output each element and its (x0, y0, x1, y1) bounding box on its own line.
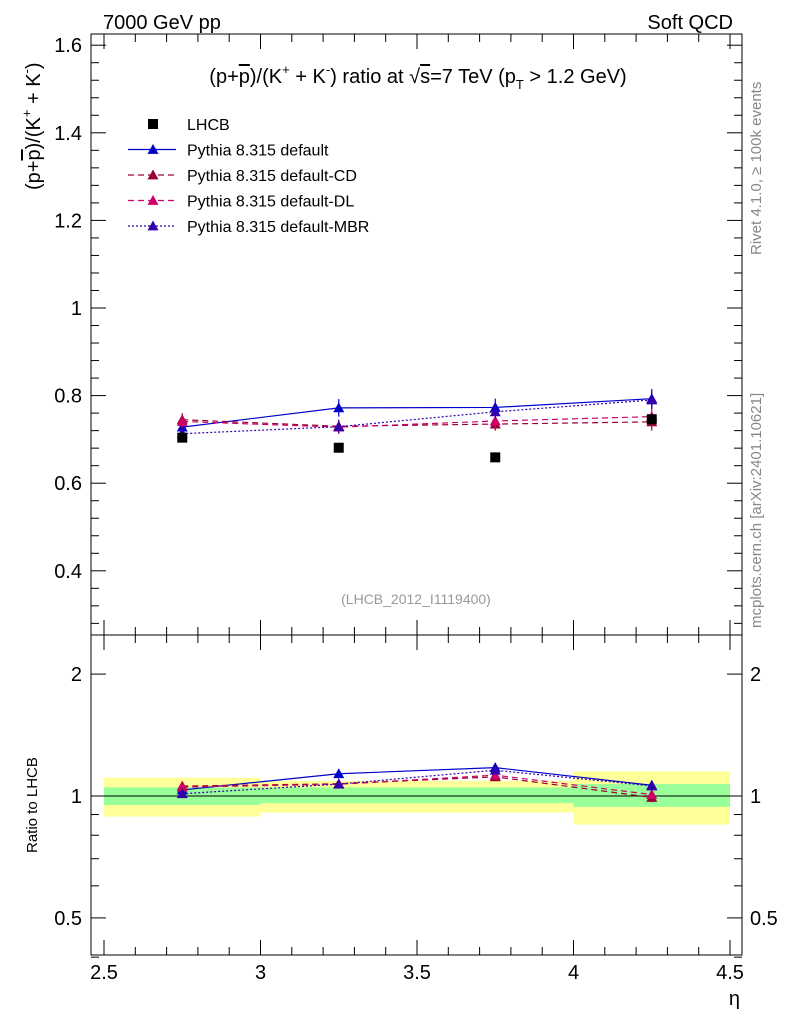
ratio-point-0-1 (333, 768, 345, 779)
y-label-sup1: + (19, 110, 34, 118)
title-prefix: (p+ (209, 66, 238, 88)
mcplots-label: mcplots.cern.ch [arXiv:2401.10621] (748, 393, 765, 628)
main-point-3-2 (489, 406, 501, 417)
ratio-tick-label-left-0: 0.5 (54, 908, 82, 930)
data-point-2 (490, 452, 501, 463)
ticks: 2.5 3 3.5 4 4.5 0.4 0.6 0.8 1 1.2 1.4 1.6 0.5 0.5 1 1 2 2 (54, 34, 778, 984)
main-lines (182, 398, 652, 435)
ratio-tick-label-right-1: 1 (750, 786, 761, 808)
title-mid2: + K (290, 66, 327, 88)
y-tick-label-4: 1.2 (54, 210, 82, 232)
x-tick-label-0: 2.5 (90, 962, 118, 984)
header-right: Soft QCD (647, 12, 733, 34)
header-left: 7000 GeV pp (103, 12, 221, 34)
ratio-point-3-0 (176, 788, 188, 799)
ratio-tick-label-right-0: 0.5 (750, 908, 778, 930)
main-line-2 (182, 416, 652, 428)
title-sub: T (516, 77, 524, 92)
ratio-line-1 (182, 776, 652, 799)
ratio-point-2-0 (176, 781, 188, 792)
y-tick-label-0: 0.4 (54, 561, 82, 583)
title-pbar: p (239, 66, 250, 88)
main-point-2-0 (176, 415, 188, 426)
ratio-point-3-3 (646, 780, 658, 791)
band-stat-2 (417, 787, 574, 804)
rivet-label: Rivet 4.1.0, ≥ 100k events (748, 82, 765, 255)
title-kminus: - (326, 62, 330, 77)
y-tick-label-5: 1.4 (54, 123, 82, 145)
main-point-0-1 (333, 402, 345, 413)
y-label-a: (p+ (23, 161, 45, 190)
main-points (176, 389, 658, 463)
y-axis-label: (p+p)/(K+ + K-) (19, 62, 45, 190)
legend-marker-0 (147, 144, 159, 154)
y-tick-label-2: 0.8 (54, 386, 82, 408)
y-label-b: )/(K (23, 117, 45, 150)
main-line-3 (182, 399, 652, 435)
y-tick-label-3: 1 (71, 298, 82, 320)
legend-marker-3 (147, 220, 159, 231)
main-line-0 (182, 398, 652, 428)
title-sqrt: √ (409, 66, 420, 88)
y-tick-label-6: 1.6 (54, 35, 82, 57)
chart-title: (p+p)/(K+ + K-) ratio at √s=7 TeV (pT > … (209, 62, 626, 92)
x-axis-label: η (729, 988, 740, 1010)
main-line-1 (182, 419, 652, 427)
y-label-pbar: p (23, 149, 45, 160)
x-tick-label-1: 3 (255, 962, 266, 984)
data-point-3 (646, 414, 657, 425)
main-point-3-3 (646, 394, 658, 405)
ratio-tick-label-right-2: 2 (750, 664, 761, 686)
ratio-line-0 (182, 767, 652, 791)
title-cut: > 1.2 GeV) (524, 66, 627, 88)
title-s: s (420, 66, 430, 88)
y-label-c: + K (23, 73, 45, 110)
legend-marker-2 (147, 195, 159, 205)
ratio-line-2 (182, 774, 652, 796)
ratio-tick-label-left-2: 2 (71, 664, 82, 686)
title-mid3: ) ratio at (330, 66, 409, 88)
ratio-point-3-1 (333, 778, 345, 789)
main-point-2-2 (489, 415, 501, 426)
legend-label-data: LHCB (187, 117, 230, 134)
x-tick-label-3: 4 (568, 962, 579, 984)
title-kplus: + (282, 62, 290, 77)
legend: LHCB Pythia 8.315 default Pythia 8.315 def… (128, 117, 369, 236)
legend-label-2: Pythia 8.315 default-DL (187, 194, 354, 211)
ratio-lines (182, 767, 652, 799)
ratio-point-2-3 (646, 789, 658, 799)
x-tick-label-4: 4.5 (716, 962, 744, 984)
title-mid: )/(K (250, 66, 283, 88)
ratio-line-3 (182, 769, 652, 795)
legend-label-0: Pythia 8.315 default (187, 143, 329, 160)
y-label-d: ) (23, 62, 45, 69)
x-tick-label-2: 3.5 (403, 962, 431, 984)
y-tick-label-1: 0.6 (54, 473, 82, 495)
legend-marker-1 (147, 169, 159, 180)
main-point-3-1 (333, 421, 345, 432)
legend-label-1: Pythia 8.315 default-CD (187, 168, 357, 185)
legend-label-3: Pythia 8.315 default-MBR (187, 219, 369, 236)
data-point-0 (177, 432, 188, 443)
legend-marker-data (148, 119, 158, 129)
ratio-y-label: Ratio to LHCB (24, 757, 41, 853)
analysis-watermark: (LHCB_2012_I1119400) (341, 591, 491, 607)
ratio-point-3-2 (489, 764, 501, 775)
title-energy: =7 TeV (p (430, 66, 516, 88)
ratio-tick-label-left-1: 1 (71, 786, 82, 808)
ratio-points (176, 762, 658, 803)
data-point-1 (333, 442, 344, 453)
band-stat-1 (260, 787, 417, 804)
y-label-sup2: - (19, 69, 34, 73)
